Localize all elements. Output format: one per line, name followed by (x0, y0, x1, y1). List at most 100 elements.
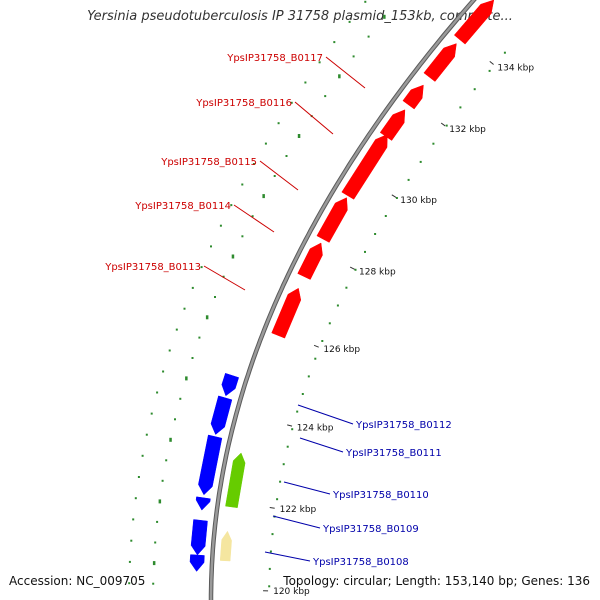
gc-dot (407, 178, 410, 181)
gc-dot (210, 245, 212, 248)
gc-dot (268, 585, 271, 588)
gc-dot (333, 41, 336, 44)
gc-dot (128, 582, 131, 585)
gc-dot (383, 14, 386, 19)
forward-gene-arrow (297, 242, 323, 280)
tick-label: 120 kbp (273, 587, 310, 597)
gc-dot (264, 142, 267, 145)
gc-dot (384, 215, 387, 217)
gc-dot (473, 88, 476, 91)
gc-dot (297, 134, 301, 138)
label-leader-line (299, 437, 344, 453)
forward-gene-arrow (271, 287, 302, 339)
label-leader-line (283, 481, 331, 495)
rna-gene-feature (225, 452, 246, 508)
gene-label[interactable]: YpsIP31758_B0108 (312, 557, 409, 568)
forward-gene-arrow (453, 0, 495, 45)
tick-label: 130 kbp (400, 196, 437, 206)
gc-dot (130, 539, 133, 542)
gc-dot (152, 561, 156, 566)
gene-labels: YpsIP31758_B0117 YpsIP31758_B0116 YpsIP317… (104, 53, 452, 568)
gc-dot (445, 124, 448, 127)
label-leader-line (272, 515, 321, 529)
gc-dot (488, 69, 491, 72)
backbone-inner (209, 0, 476, 600)
gc-dot (345, 286, 348, 289)
gc-dot (241, 235, 244, 238)
gene-label[interactable]: YpsIP31758_B0113 (104, 262, 201, 273)
forward-gene-arrow (341, 134, 388, 200)
tick-mark (349, 266, 355, 270)
gc-dot (169, 437, 172, 442)
reverse-gene-arrow (210, 395, 233, 435)
gc-dot (291, 428, 294, 431)
gc-dot (156, 520, 159, 523)
gene-label[interactable]: YpsIP31758_B0117 (226, 53, 323, 64)
gc-dot (348, 20, 351, 23)
gc-dot (262, 194, 265, 199)
gc-dot (304, 81, 307, 84)
gc-dot (214, 296, 216, 298)
gc-dot (324, 95, 327, 98)
reverse-gene-arrow (195, 496, 211, 511)
plasmid-backbone (208, 0, 477, 600)
gc-dot (279, 480, 282, 483)
gc-dot (282, 463, 285, 466)
gc-dot (252, 163, 255, 165)
gc-dot (352, 55, 355, 58)
gc-dot (367, 35, 370, 38)
gc-dot (156, 391, 159, 394)
tick-mark (313, 344, 319, 348)
gc-dot (314, 357, 317, 360)
reverse-gene-arrow (190, 519, 208, 556)
tick-label: 124 kbp (297, 424, 334, 434)
gene-label[interactable]: YpsIP31758_B0116 (195, 98, 292, 109)
gc-dot (364, 0, 367, 3)
gene-label[interactable]: YpsIP31758_B0112 (355, 420, 452, 431)
gc-content-dots (128, 0, 506, 588)
gene-label[interactable]: YpsIP31758_B0114 (134, 201, 231, 212)
gc-dot (183, 307, 186, 310)
gc-dot (137, 476, 140, 478)
gc-dot (141, 454, 144, 457)
gene-label[interactable]: YpsIP31758_B0110 (332, 490, 429, 501)
label-leader-line (294, 101, 334, 135)
topology-summary: Topology: circular; Length: 153,140 bp; … (283, 574, 590, 588)
gene-arrows (189, 0, 495, 572)
gc-dot (231, 254, 235, 259)
tick-mark (391, 194, 397, 198)
forward-gene-arrow (402, 84, 424, 110)
gc-dot (285, 155, 288, 157)
gc-dot (150, 412, 153, 415)
gene-label[interactable]: YpsIP31758_B0111 (345, 448, 442, 459)
label-leader-line (233, 204, 275, 233)
tick-mark (269, 507, 275, 509)
gc-dot (271, 533, 274, 536)
gene-label[interactable]: YpsIP31758_B0115 (160, 157, 257, 168)
gc-dot (296, 410, 299, 413)
reverse-gene-arrow (221, 372, 240, 397)
label-leader-line (264, 551, 311, 562)
gc-dot (328, 322, 331, 325)
gc-dot (277, 122, 280, 125)
gc-dot (175, 328, 178, 331)
gc-dot (230, 204, 233, 207)
accession-text: Accession: NC_009705 (9, 574, 146, 588)
gc-dot (132, 518, 135, 521)
tick-mark (440, 122, 446, 127)
gc-dot (165, 459, 168, 462)
kbp-ticks: 134 kbp 132 kbp 130 kbp 128 kbp 126 kbp 124 k… (263, 60, 534, 597)
gc-dot (241, 183, 244, 186)
gc-dot (198, 336, 201, 339)
tick-label: 132 kbp (449, 125, 486, 135)
gc-dot (154, 541, 157, 544)
reverse-gene-arrow (189, 554, 205, 572)
tick-label: 128 kbp (359, 268, 396, 278)
gc-dot (419, 160, 422, 163)
label-leader-line (325, 56, 366, 89)
gc-dot (374, 233, 377, 235)
tick-mark (489, 60, 494, 65)
label-leader-line (297, 404, 354, 425)
gc-dot (191, 357, 194, 359)
gene-label[interactable]: YpsIP31758_B0109 (322, 524, 419, 535)
